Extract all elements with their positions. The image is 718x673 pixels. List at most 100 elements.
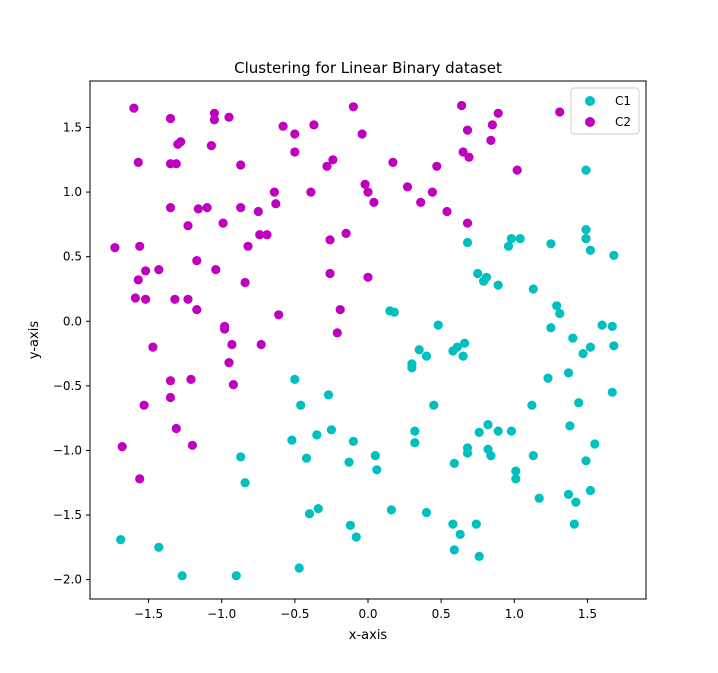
- data-point-c2: [165, 113, 176, 124]
- data-point-c2: [165, 392, 176, 403]
- data-point-c2: [133, 157, 143, 167]
- data-point-c2: [240, 277, 250, 288]
- data-point-c2: [363, 187, 373, 197]
- data-point-c1: [116, 535, 126, 545]
- data-point-c1: [552, 301, 562, 311]
- legend-label-c1: C1: [615, 94, 631, 108]
- data-point-c1: [462, 448, 473, 458]
- data-point-c2: [462, 218, 473, 228]
- data-point-c2: [227, 339, 237, 350]
- data-point-c1: [326, 425, 336, 435]
- data-point-c2: [416, 197, 426, 207]
- data-point-c2: [357, 129, 367, 139]
- data-point-c1: [568, 333, 578, 343]
- data-point-c2: [228, 380, 238, 390]
- data-point-c1: [471, 519, 481, 529]
- data-point-c1: [555, 308, 565, 319]
- data-point-c1: [345, 520, 355, 531]
- x-tick-label: −1.5: [134, 607, 163, 621]
- data-point-c1: [236, 452, 246, 462]
- data-point-c2: [224, 358, 234, 368]
- chart-title: Clustering for Linear Binary dataset: [234, 59, 502, 77]
- data-point-c2: [325, 235, 335, 245]
- data-point-c1: [473, 268, 483, 279]
- data-point-c1: [597, 320, 607, 330]
- data-point-c2: [192, 305, 202, 315]
- data-point-c1: [493, 426, 503, 436]
- data-point-c2: [262, 230, 272, 240]
- data-point-c2: [129, 103, 139, 113]
- data-point-c1: [448, 519, 458, 529]
- data-point-c1: [449, 458, 459, 468]
- data-point-c2: [202, 203, 212, 213]
- y-tick-label: −2.0: [53, 573, 82, 587]
- data-point-c2: [363, 272, 373, 282]
- data-point-c1: [462, 237, 473, 248]
- data-point-c2: [442, 206, 452, 217]
- data-point-c1: [527, 400, 537, 410]
- data-point-c1: [323, 390, 334, 400]
- y-tick-label: −1.5: [53, 508, 82, 522]
- data-point-c1: [481, 272, 492, 282]
- data-point-c2: [290, 129, 300, 139]
- data-point-c1: [240, 478, 250, 488]
- data-point-c1: [460, 338, 470, 348]
- data-point-c2: [487, 120, 497, 130]
- data-point-c1: [389, 307, 399, 317]
- data-point-c1: [312, 430, 322, 440]
- data-point-c1: [563, 489, 574, 499]
- data-point-c1: [571, 497, 581, 507]
- data-point-c2: [255, 230, 265, 240]
- data-point-c2: [133, 275, 143, 285]
- data-point-c2: [183, 294, 193, 304]
- data-point-c2: [211, 265, 221, 275]
- x-tick-label: 0.0: [358, 607, 377, 621]
- data-point-c1: [304, 509, 315, 519]
- data-point-c1: [449, 545, 459, 555]
- data-point-c2: [243, 241, 253, 251]
- x-tick-label: 0.5: [432, 607, 451, 621]
- data-point-c2: [555, 107, 565, 117]
- data-point-c1: [177, 571, 187, 581]
- data-point-c2: [328, 155, 338, 165]
- x-axis-label: x-axis: [349, 628, 388, 643]
- data-point-c2: [457, 100, 467, 111]
- data-point-c2: [176, 137, 186, 147]
- data-point-c1: [506, 426, 516, 436]
- data-point-c1: [410, 426, 420, 436]
- data-point-c1: [370, 451, 380, 461]
- data-point-c1: [581, 456, 591, 466]
- y-axis-ticks: −2.0 −1.5 −1.0 −0.5 0.0 0.5 1.0 1.5: [53, 121, 90, 587]
- data-point-c1: [585, 245, 596, 255]
- data-point-c2: [309, 120, 319, 130]
- y-tick-label: 1.0: [63, 185, 82, 199]
- legend-marker-c1: [585, 96, 595, 106]
- data-point-c1: [414, 345, 424, 355]
- data-point-c2: [141, 266, 151, 276]
- data-point-c1: [294, 563, 304, 573]
- x-tick-label: 1.5: [578, 607, 597, 621]
- data-point-c2: [271, 199, 281, 209]
- data-point-c2: [348, 102, 358, 112]
- data-point-c1: [546, 323, 556, 333]
- data-point-c2: [171, 423, 181, 434]
- data-point-c2: [256, 339, 266, 350]
- data-point-c2: [322, 161, 332, 171]
- data-point-c1: [407, 363, 417, 373]
- y-tick-label: 1.5: [63, 121, 82, 135]
- data-point-c2: [148, 342, 158, 352]
- data-point-c1: [351, 532, 361, 542]
- x-axis-ticks: −1.5 −1.0 −0.5 0.0 0.5 1.0 1.5: [134, 599, 597, 621]
- data-point-c2: [165, 376, 176, 386]
- data-point-c2: [402, 182, 413, 192]
- data-point-c1: [607, 321, 617, 331]
- data-point-c2: [458, 147, 468, 157]
- x-tick-label: −1.0: [207, 607, 236, 621]
- data-point-c2: [141, 294, 151, 304]
- legend-label-c2: C2: [615, 115, 631, 129]
- data-point-c2: [165, 203, 176, 213]
- data-point-c2: [493, 108, 503, 118]
- data-point-c2: [306, 187, 316, 197]
- data-point-c2: [332, 328, 342, 338]
- data-point-c1: [474, 427, 484, 437]
